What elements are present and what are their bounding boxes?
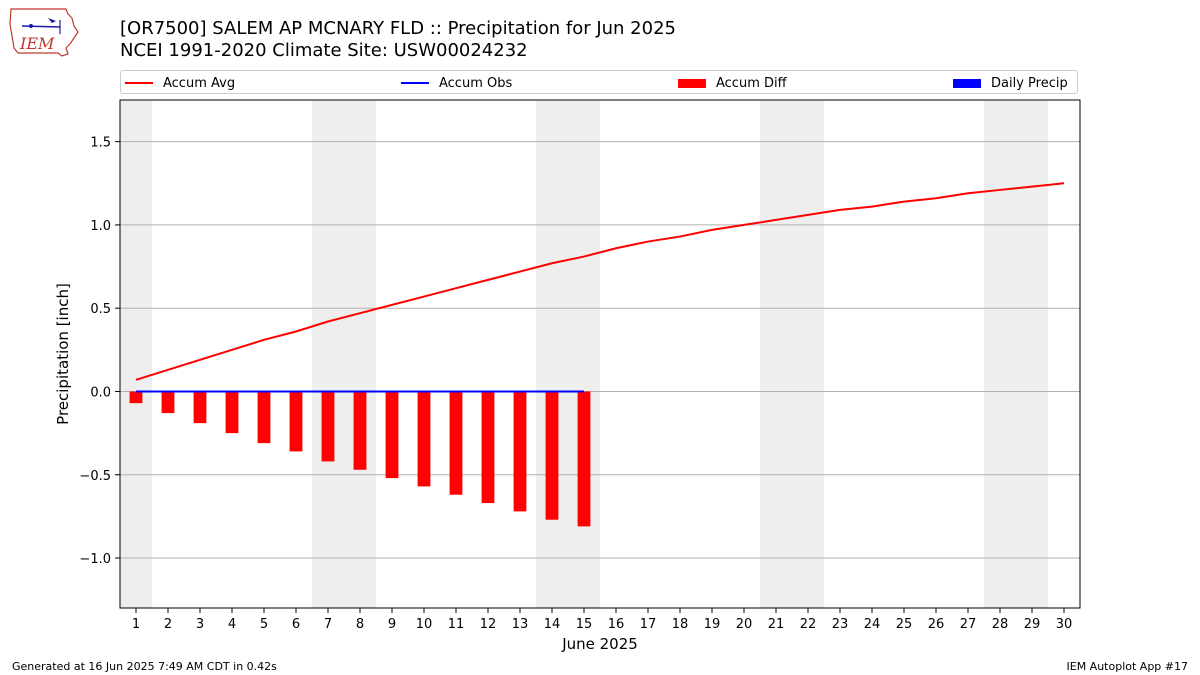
x-axis-ticks: 1 2 3 4 5 6 7 8 9 10 11 12 13 14 15 16 17 18 19 20 21 22 23 24 2… [132, 608, 1072, 632]
legend-item-daily-precip: Daily Precip [953, 74, 1068, 92]
x-tick-label: 3 [196, 617, 204, 632]
title-line-1: [OR7500] SALEM AP MCNARY FLD :: Precipit… [120, 18, 676, 39]
x-tick-label: 20 [736, 617, 753, 632]
x-tick-label: 21 [768, 617, 785, 632]
x-tick-label: 25 [896, 617, 913, 632]
y-tick-label: 1.5 [90, 136, 111, 151]
plot-frame [119, 99, 1081, 609]
weekend-shade [760, 100, 824, 608]
legend-label-accum-obs: Accum Obs [439, 75, 513, 91]
accum-diff-bar [545, 391, 559, 520]
accum-diff-bar [513, 391, 527, 512]
grid-lines [120, 141, 1080, 559]
y-tick-label: −0.5 [79, 469, 111, 484]
weekend-shade [120, 100, 152, 608]
x-tick-label: 24 [864, 617, 881, 632]
x-tick-label: 15 [576, 617, 593, 632]
x-tick-label: 14 [544, 617, 561, 632]
legend-item-accum-obs: Accum Obs [401, 74, 512, 92]
y-tick-label: 1.0 [90, 219, 111, 234]
footer-generated: Generated at 16 Jun 2025 7:49 AM CDT in … [12, 660, 277, 673]
x-tick-label: 18 [672, 617, 689, 632]
accum-diff-bar [225, 391, 239, 434]
iowa-outline-icon [9, 8, 79, 57]
x-tick-label: 5 [260, 617, 268, 632]
legend-label-daily-precip: Daily Precip [991, 75, 1068, 91]
x-tick-label: 23 [832, 617, 849, 632]
x-tick-label: 19 [704, 617, 721, 632]
legend-item-accum-diff: Accum Diff [678, 74, 787, 92]
x-tick-label: 10 [416, 617, 433, 632]
x-tick-label: 4 [228, 617, 236, 632]
accum-diff-bar [577, 391, 591, 527]
x-tick-label: 2 [164, 617, 172, 632]
accum-avg-line [135, 182, 1065, 381]
x-tick-label: 12 [480, 617, 497, 632]
x-axis-label: June 2025 [561, 635, 638, 653]
accum-diff-bar [481, 391, 495, 504]
x-tick-label: 28 [992, 617, 1009, 632]
legend-label-accum-diff: Accum Diff [716, 75, 787, 91]
x-tick-label: 6 [292, 617, 300, 632]
accum-diff-bar [161, 391, 175, 414]
weekend-shade [312, 100, 376, 608]
iem-logo-text: IEM [19, 34, 55, 53]
x-tick-label: 16 [608, 617, 625, 632]
weekend-shade [536, 100, 600, 608]
x-tick-label: 30 [1056, 617, 1073, 632]
legend: Accum Avg Accum Obs Accum Diff Daily Pre… [120, 70, 1078, 94]
accum-diff-bar [321, 391, 335, 462]
weekend-shade [984, 100, 1048, 608]
accum-diff-bar [417, 391, 431, 487]
y-tick-label: 0.5 [90, 302, 111, 317]
accum-diff-bar [129, 391, 143, 404]
chart-title: [OR7500] SALEM AP MCNARY FLD :: Precipit… [120, 18, 676, 62]
x-tick-label: 11 [448, 617, 465, 632]
y-axis-ticks: −1.0 −0.5 0.0 0.5 1.0 1.5 [79, 136, 120, 567]
footer-app: IEM Autoplot App #17 [1066, 660, 1189, 673]
accum-diff-bar [385, 391, 399, 479]
legend-swatch-accum-avg [125, 82, 153, 84]
accum-diff-bars [129, 391, 591, 527]
accum-diff-bar [257, 391, 271, 444]
weekend-shading [120, 100, 1048, 608]
legend-item-accum-avg: Accum Avg [125, 74, 235, 92]
legend-swatch-accum-obs [401, 82, 429, 84]
legend-swatch-daily-precip [953, 78, 981, 88]
legend-swatch-accum-diff [678, 78, 706, 88]
x-tick-label: 29 [1024, 617, 1041, 632]
accum-diff-bar [449, 391, 463, 495]
legend-label-accum-avg: Accum Avg [163, 75, 236, 91]
x-tick-label: 9 [388, 617, 396, 632]
x-tick-label: 7 [324, 617, 332, 632]
x-tick-label: 27 [960, 617, 977, 632]
x-tick-label: 17 [640, 617, 657, 632]
accum-diff-bar [289, 391, 303, 452]
x-tick-label: 22 [800, 617, 817, 632]
x-tick-label: 8 [356, 617, 364, 632]
accum-diff-bar [353, 391, 367, 470]
accum-diff-bar [193, 391, 207, 424]
x-tick-label: 1 [132, 617, 140, 632]
series-lines [135, 182, 1065, 393]
iem-logo: IEM [9, 8, 79, 57]
title-line-2: NCEI 1991-2020 Climate Site: USW00024232 [120, 40, 528, 61]
x-tick-label: 13 [512, 617, 529, 632]
x-tick-label: 26 [928, 617, 945, 632]
y-axis-label: Precipitation [inch] [54, 283, 72, 425]
y-tick-label: 0.0 [90, 385, 111, 400]
y-tick-label: −1.0 [79, 552, 111, 567]
